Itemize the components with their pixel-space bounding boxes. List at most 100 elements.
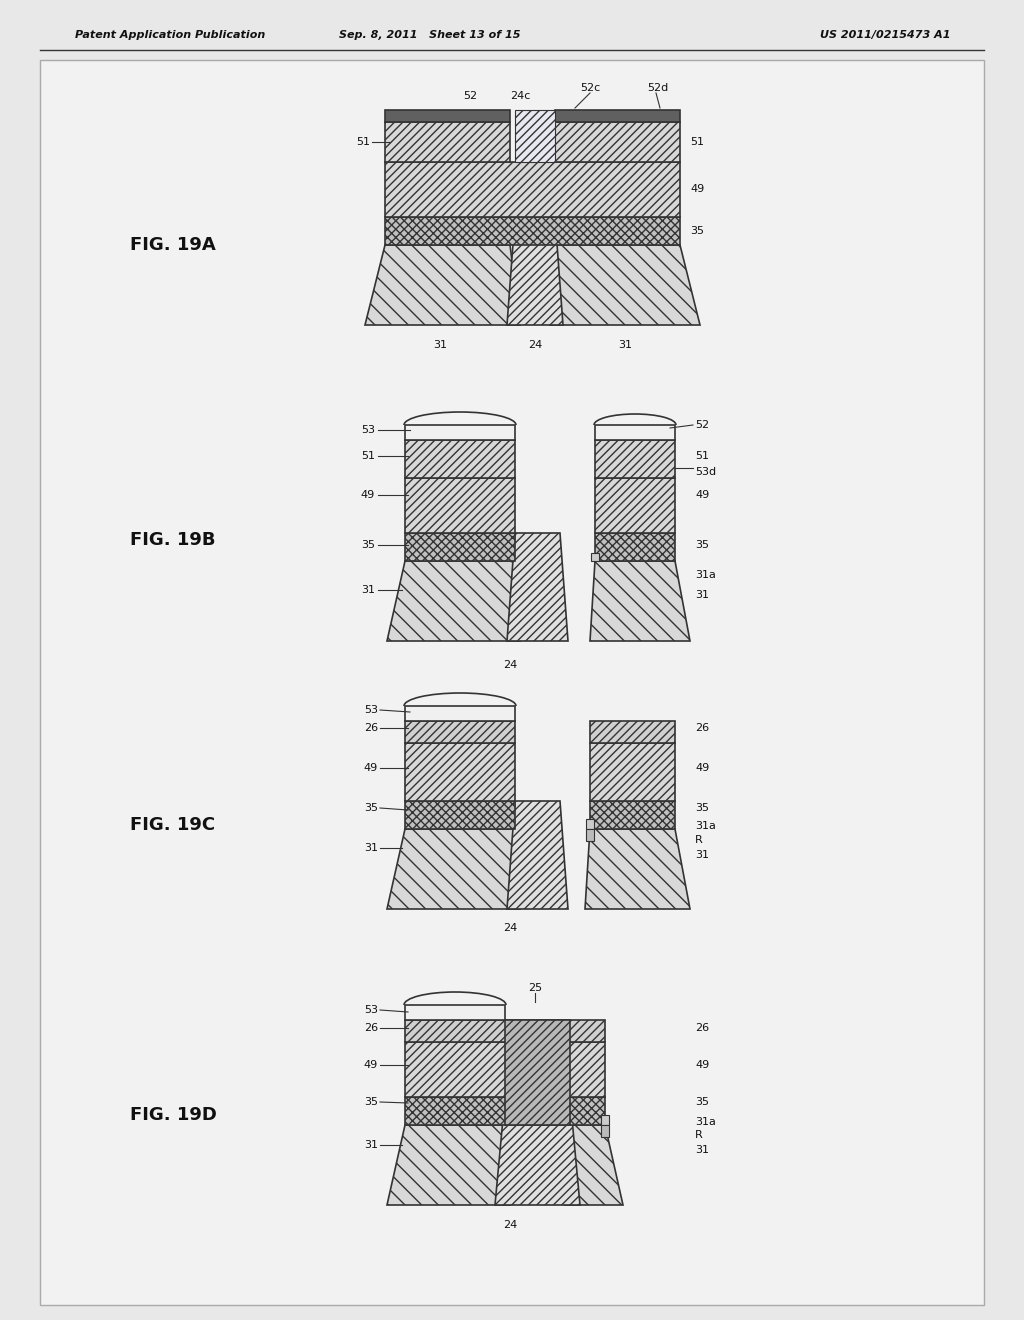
Text: 35: 35 <box>364 803 378 813</box>
Bar <box>591 553 599 561</box>
Bar <box>555 121 680 162</box>
Bar <box>601 1115 609 1125</box>
Polygon shape <box>507 801 568 909</box>
Text: Sep. 8, 2011   Sheet 13 of 15: Sep. 8, 2011 Sheet 13 of 15 <box>339 30 521 40</box>
Text: FIG. 19B: FIG. 19B <box>130 531 215 549</box>
Text: FIG. 19C: FIG. 19C <box>130 816 215 834</box>
Bar <box>406 1005 505 1020</box>
Bar <box>601 1125 609 1137</box>
Text: 49: 49 <box>364 763 378 774</box>
Bar <box>590 743 675 801</box>
Text: 49: 49 <box>364 1060 378 1071</box>
Text: 26: 26 <box>695 1023 710 1034</box>
Text: 35: 35 <box>361 540 375 550</box>
Bar <box>590 721 675 743</box>
Polygon shape <box>590 561 690 642</box>
Text: 25: 25 <box>528 983 542 993</box>
Polygon shape <box>495 1097 580 1205</box>
Bar <box>505 1020 570 1125</box>
Polygon shape <box>507 533 568 642</box>
Text: 49: 49 <box>695 490 710 500</box>
Bar <box>586 818 594 829</box>
Text: 24c: 24c <box>510 91 530 102</box>
Text: 31: 31 <box>618 341 632 350</box>
Bar <box>555 110 680 121</box>
Text: 31: 31 <box>695 590 709 601</box>
Polygon shape <box>565 1125 623 1205</box>
Bar <box>590 801 675 829</box>
Text: 51: 51 <box>690 137 705 147</box>
Text: FIG. 19D: FIG. 19D <box>130 1106 217 1125</box>
Bar <box>385 216 680 246</box>
Bar <box>406 706 515 721</box>
Bar <box>595 533 675 561</box>
Bar <box>406 478 515 533</box>
Text: 35: 35 <box>690 226 705 236</box>
Bar <box>406 425 515 440</box>
Text: R: R <box>695 1130 702 1140</box>
Text: 31: 31 <box>364 843 378 853</box>
Bar <box>406 1097 605 1125</box>
Bar <box>586 829 594 841</box>
Bar <box>595 425 675 440</box>
Text: 35: 35 <box>364 1097 378 1107</box>
Text: 31a: 31a <box>695 1117 716 1127</box>
Text: 31: 31 <box>364 1140 378 1150</box>
Polygon shape <box>387 829 520 909</box>
Bar <box>406 801 515 829</box>
Text: 52c: 52c <box>580 83 600 92</box>
Text: 35: 35 <box>695 540 709 550</box>
Text: 51: 51 <box>695 451 709 461</box>
Text: 53d: 53d <box>695 467 716 477</box>
Polygon shape <box>507 216 563 325</box>
Bar <box>595 440 675 478</box>
Text: 49: 49 <box>695 1060 710 1071</box>
Bar <box>406 743 515 801</box>
Text: 35: 35 <box>695 1097 709 1107</box>
Text: 31a: 31a <box>695 821 716 832</box>
Bar <box>406 1041 605 1097</box>
Text: 31a: 31a <box>695 570 716 579</box>
Text: 35: 35 <box>695 803 709 813</box>
Polygon shape <box>387 561 520 642</box>
Text: 53: 53 <box>361 425 375 436</box>
Text: 24: 24 <box>503 1220 517 1230</box>
Text: 31: 31 <box>695 850 709 861</box>
Text: 53: 53 <box>364 705 378 715</box>
Polygon shape <box>387 1125 510 1205</box>
Bar <box>385 162 680 216</box>
Text: 49: 49 <box>360 490 375 500</box>
Text: 26: 26 <box>695 723 710 733</box>
Text: 51: 51 <box>356 137 370 147</box>
Bar <box>385 121 510 162</box>
Text: 49: 49 <box>690 183 705 194</box>
Text: 53: 53 <box>364 1005 378 1015</box>
Text: 52d: 52d <box>647 83 669 92</box>
Bar <box>406 533 515 561</box>
Bar <box>385 110 510 121</box>
Bar <box>406 1020 605 1041</box>
Text: 31: 31 <box>433 341 447 350</box>
Text: US 2011/0215473 A1: US 2011/0215473 A1 <box>819 30 950 40</box>
Text: R: R <box>695 836 702 845</box>
Text: 52: 52 <box>463 91 477 102</box>
Text: 51: 51 <box>361 451 375 461</box>
Polygon shape <box>550 246 700 325</box>
Text: 24: 24 <box>503 923 517 933</box>
Bar <box>515 110 555 162</box>
Text: 24: 24 <box>528 341 542 350</box>
Text: 24: 24 <box>503 660 517 671</box>
Text: FIG. 19A: FIG. 19A <box>130 236 216 253</box>
Text: Patent Application Publication: Patent Application Publication <box>75 30 265 40</box>
Text: 26: 26 <box>364 723 378 733</box>
Polygon shape <box>585 829 690 909</box>
Polygon shape <box>365 246 520 325</box>
Bar <box>595 478 675 533</box>
Bar <box>406 440 515 478</box>
Bar <box>406 721 515 743</box>
Text: 26: 26 <box>364 1023 378 1034</box>
Text: 49: 49 <box>695 763 710 774</box>
Text: 31: 31 <box>695 1144 709 1155</box>
Text: 52: 52 <box>695 420 710 430</box>
Text: 31: 31 <box>361 585 375 595</box>
